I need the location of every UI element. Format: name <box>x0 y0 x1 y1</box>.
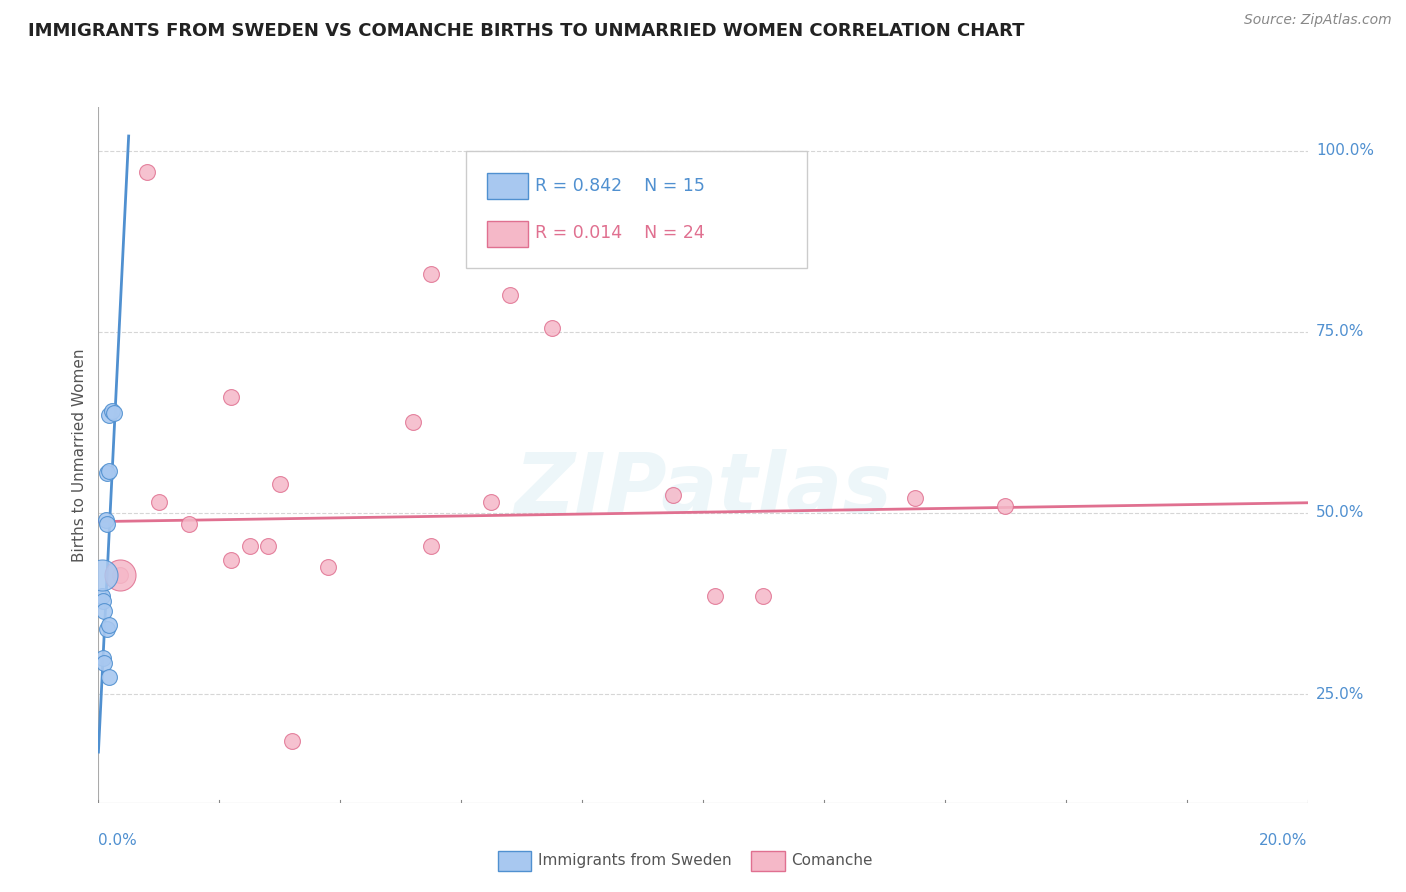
Text: Comanche: Comanche <box>792 854 873 868</box>
Point <box>93 656 115 670</box>
Point <box>96 516 118 531</box>
Point <box>91 651 114 665</box>
Point <box>96 466 118 480</box>
Point <box>661 488 683 502</box>
Point <box>752 589 775 603</box>
Text: Immigrants from Sweden: Immigrants from Sweden <box>538 854 733 868</box>
Point <box>402 415 425 429</box>
Point <box>221 553 243 567</box>
Text: 50.0%: 50.0% <box>1316 506 1364 520</box>
Point <box>221 390 243 404</box>
Point <box>98 408 121 422</box>
Point <box>994 499 1017 513</box>
Text: R = 0.014    N = 24: R = 0.014 N = 24 <box>536 225 704 243</box>
Point <box>540 321 562 335</box>
Y-axis label: Births to Unmarried Women: Births to Unmarried Women <box>72 348 87 562</box>
Text: IMMIGRANTS FROM SWEDEN VS COMANCHE BIRTHS TO UNMARRIED WOMEN CORRELATION CHART: IMMIGRANTS FROM SWEDEN VS COMANCHE BIRTH… <box>28 22 1025 40</box>
Point <box>239 539 262 553</box>
Point <box>91 589 114 603</box>
Point <box>91 567 114 582</box>
Point <box>704 589 727 603</box>
Point <box>420 267 443 281</box>
Point <box>103 406 125 420</box>
Point <box>281 734 304 748</box>
Point <box>97 618 120 632</box>
Point <box>1144 814 1167 828</box>
Point <box>179 516 201 531</box>
Point <box>135 165 157 179</box>
Point <box>420 539 443 553</box>
Point <box>93 604 115 618</box>
Point <box>148 495 170 509</box>
Point <box>108 567 131 582</box>
Text: 20.0%: 20.0% <box>1260 833 1308 848</box>
Point <box>269 476 291 491</box>
Text: R = 0.842    N = 15: R = 0.842 N = 15 <box>536 177 704 195</box>
Point <box>316 560 339 574</box>
Point <box>98 670 121 684</box>
Point <box>481 495 503 509</box>
Point <box>904 491 927 506</box>
Text: ZIPatlas: ZIPatlas <box>515 450 891 530</box>
Point <box>498 288 520 302</box>
Text: 75.0%: 75.0% <box>1316 324 1364 339</box>
Point <box>256 539 278 553</box>
Point <box>96 622 118 636</box>
Point <box>644 814 666 828</box>
Text: Source: ZipAtlas.com: Source: ZipAtlas.com <box>1244 13 1392 28</box>
Point <box>97 464 120 478</box>
Text: 25.0%: 25.0% <box>1316 687 1364 702</box>
Text: 100.0%: 100.0% <box>1316 143 1374 158</box>
Point <box>108 567 131 582</box>
Point <box>91 594 114 608</box>
Point <box>100 404 122 418</box>
Point <box>94 513 117 527</box>
Text: 0.0%: 0.0% <box>98 833 138 848</box>
